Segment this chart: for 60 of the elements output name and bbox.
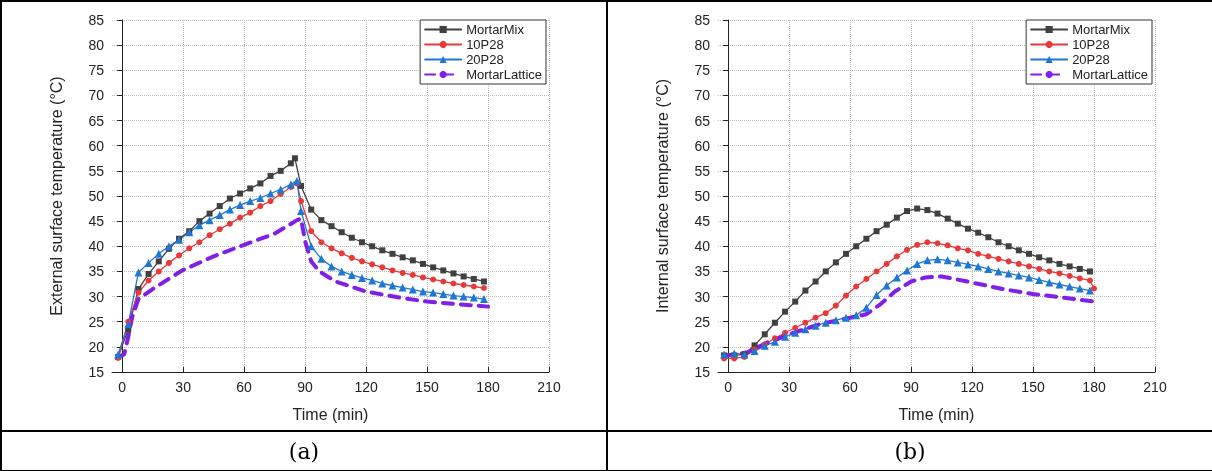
y-tick-label: 80 xyxy=(694,37,711,54)
y-tick-label: 40 xyxy=(88,238,105,255)
y-tick-label: 40 xyxy=(694,238,711,255)
x-tick-label: 150 xyxy=(415,379,439,395)
y-tick-label: 25 xyxy=(88,313,105,330)
x-tick-label: 60 xyxy=(842,379,859,395)
y-tick-label: 60 xyxy=(88,137,105,154)
y-tick-label: 30 xyxy=(694,288,711,305)
y-tick-label: 60 xyxy=(694,137,711,154)
y-tick-label: 15 xyxy=(88,364,105,380)
legend-label: 20P28 xyxy=(466,52,504,67)
y-axis-title: Internal surface temperature (°C) xyxy=(653,78,671,314)
x-tick-label: 210 xyxy=(537,379,561,395)
y-tick-label: 50 xyxy=(88,188,105,204)
text: (b) xyxy=(894,438,926,464)
y-tick-label: 70 xyxy=(694,87,711,104)
y-tick-label: 20 xyxy=(88,338,105,355)
x-tick-label: 180 xyxy=(476,379,500,395)
y-tick-label: 85 xyxy=(694,12,711,28)
y-tick-label: 85 xyxy=(88,12,105,28)
y-tick-label: 35 xyxy=(88,263,105,280)
x-tick-label: 30 xyxy=(781,379,798,395)
legend-label: MortarLattice xyxy=(466,67,543,82)
y-tick-label: 75 xyxy=(88,62,105,79)
legend-label: 10P28 xyxy=(1072,37,1110,52)
x-tick-label: 0 xyxy=(724,379,733,395)
y-axis-title: External surface temperature (°C) xyxy=(47,76,65,316)
x-tick-label: 30 xyxy=(175,379,192,395)
x-axis-title: Time (min) xyxy=(292,405,369,423)
y-tick-label: 25 xyxy=(694,313,711,330)
legend-label: MortarMix xyxy=(466,22,525,37)
x-tick-label: 90 xyxy=(297,379,314,395)
x-tick-label: 120 xyxy=(960,379,984,395)
y-tick-label: 65 xyxy=(694,112,711,129)
y-tick-label: 45 xyxy=(88,213,105,230)
x-tick-label: 210 xyxy=(1143,379,1167,395)
x-tick-label: 150 xyxy=(1021,379,1045,395)
y-tick-label: 75 xyxy=(694,62,711,79)
legend-label: MortarLattice xyxy=(1072,67,1149,82)
legend-label: 10P28 xyxy=(466,37,504,52)
y-tick-label: 30 xyxy=(88,288,105,305)
y-tick-label: 70 xyxy=(88,87,105,104)
y-tick-label: 80 xyxy=(88,37,105,54)
x-tick-label: 60 xyxy=(236,379,253,395)
y-tick-label: 45 xyxy=(694,213,711,230)
x-tick-label: 120 xyxy=(354,379,378,395)
x-axis-title: Time (min) xyxy=(898,405,975,423)
y-tick-label: 55 xyxy=(694,162,711,179)
x-tick-label: 0 xyxy=(118,379,127,395)
y-tick-label: 20 xyxy=(694,338,711,355)
y-tick-label: 50 xyxy=(694,188,711,204)
y-tick-label: 15 xyxy=(694,364,711,380)
y-tick-label: 55 xyxy=(88,162,105,179)
y-tick-label: 65 xyxy=(88,112,105,129)
y-tick-label: 35 xyxy=(694,263,711,280)
x-tick-label: 180 xyxy=(1082,379,1106,395)
legend-label: MortarMix xyxy=(1072,22,1131,37)
text: (a) xyxy=(288,438,320,464)
legend-label: 20P28 xyxy=(1072,52,1110,67)
x-tick-label: 90 xyxy=(903,379,920,395)
